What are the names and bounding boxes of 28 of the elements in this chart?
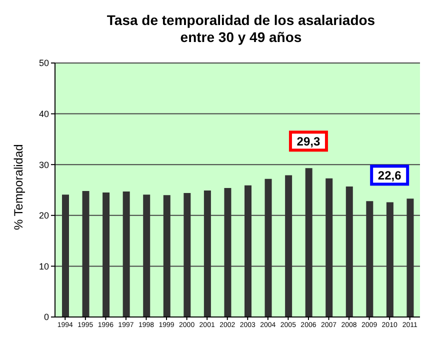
bar [346,186,353,317]
bar [62,194,69,317]
bar [305,168,312,317]
chart-title: Tasa de temporalidad de los asalariados entre 30 y 49 años [106,11,376,47]
bar [366,201,374,317]
bar [224,188,232,317]
bar [82,191,90,317]
bar [102,192,110,317]
bar [264,178,272,317]
bar [285,175,292,317]
bar [204,190,211,317]
annotation: 22,6 [378,168,402,183]
y-axis-title: % Temporalidad [11,144,26,230]
bar [406,198,414,317]
bar [244,185,252,317]
annotation: 29,3 [296,134,320,149]
bar [386,202,394,317]
y-tick-label: 30 [38,160,49,170]
y-tick-label: 50 [38,58,49,68]
y-tick-label: 20 [38,210,49,221]
bar [163,195,170,317]
bar [326,178,333,317]
bar [122,192,130,317]
y-tick-label: 40 [38,108,49,119]
bar [184,193,191,317]
y-tick-label: 10 [38,261,49,272]
y-tick-label: 0 [44,312,49,322]
bar [143,194,150,317]
